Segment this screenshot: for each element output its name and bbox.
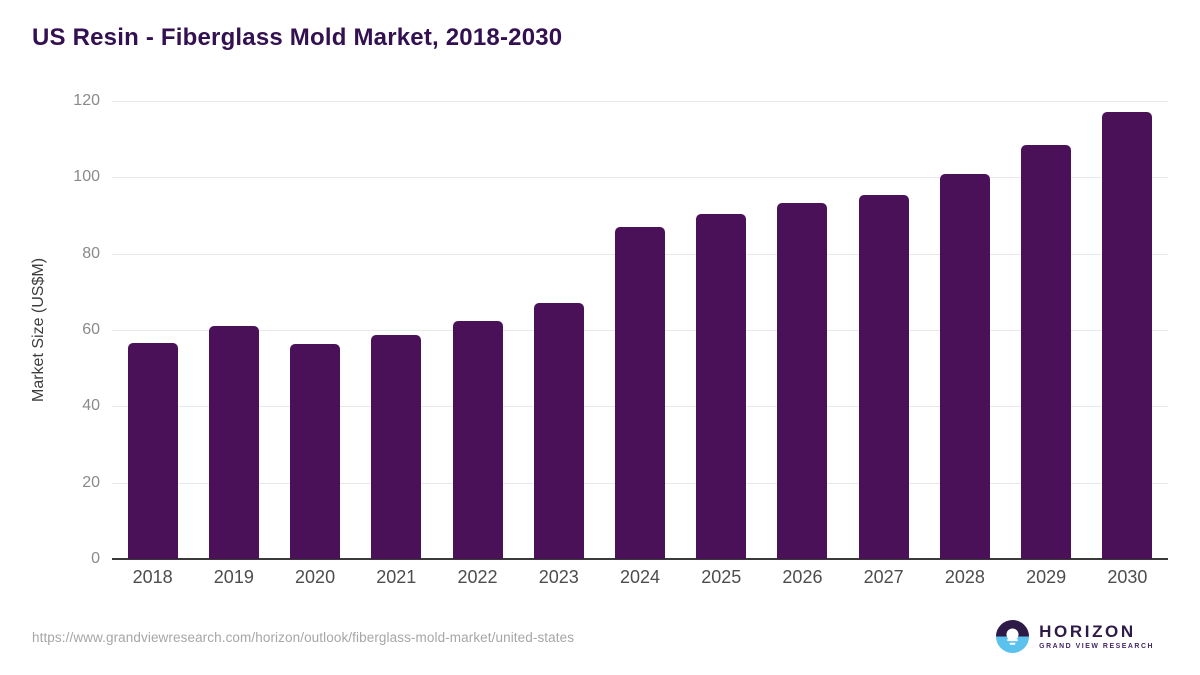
x-tick-2027: 2027	[863, 567, 904, 587]
x-tick-2024: 2024	[619, 567, 660, 587]
x-tick-2025: 2025	[701, 567, 742, 587]
bar-2020	[290, 344, 341, 559]
y-tick-40: 40	[82, 397, 100, 415]
x-axis-tick-labels: 2018 2019 2020 2021 2022 2023 2024 2025 2026 2027…	[112, 567, 1168, 591]
x-tick-2030: 2030	[1107, 567, 1148, 587]
y-axis-tick-labels: 0 20 40 60 80 100 120	[0, 92, 100, 567]
y-tick-120: 120	[73, 92, 100, 109]
bar-2024	[615, 226, 665, 559]
x-tick-2018: 2018	[132, 567, 173, 587]
bar-2022	[452, 320, 503, 559]
y-tick-60: 60	[82, 321, 100, 338]
chart-title: US Resin - Fiberglass Mold Market, 2018-…	[32, 24, 563, 51]
x-tick-2020: 2020	[295, 567, 336, 587]
y-tick-0: 0	[91, 550, 100, 567]
bar-2029	[1021, 144, 1072, 559]
x-tick-2021: 2021	[376, 567, 417, 587]
logo-text: HORIZON GRAND VIEW RESEARCH	[1039, 623, 1154, 650]
bar-2023	[533, 302, 584, 559]
y-tick-100: 100	[73, 168, 100, 186]
bar-2028	[939, 173, 990, 559]
bar-2018	[127, 342, 178, 559]
source-url: https://www.grandviewresearch.com/horizo…	[32, 630, 575, 645]
x-tick-2023: 2023	[538, 567, 579, 587]
x-tick-2029: 2029	[1026, 567, 1067, 587]
x-tick-2026: 2026	[782, 567, 823, 587]
bar-2030	[1102, 112, 1153, 559]
gridline-120	[112, 101, 1168, 102]
y-tick-80: 80	[82, 244, 100, 262]
bar-2025	[696, 214, 747, 559]
gridline-100	[112, 177, 1168, 179]
logo-subtitle: GRAND VIEW RESEARCH	[1039, 642, 1154, 650]
x-tick-2028: 2028	[944, 567, 985, 587]
x-tick-2022: 2022	[457, 567, 498, 587]
horizon-sun-over-water-icon	[995, 619, 1030, 654]
y-tick-20: 20	[82, 473, 100, 491]
x-axis-line	[112, 558, 1168, 560]
bar-2019	[208, 326, 259, 559]
x-tick-2019: 2019	[213, 567, 254, 587]
plot-area	[112, 101, 1168, 560]
bar-2021	[371, 334, 422, 559]
horizon-logo: HORIZON GRAND VIEW RESEARCH	[995, 619, 1154, 654]
bar-2027	[858, 194, 909, 559]
logo-name: HORIZON	[1039, 622, 1136, 642]
bar-2026	[777, 202, 828, 559]
